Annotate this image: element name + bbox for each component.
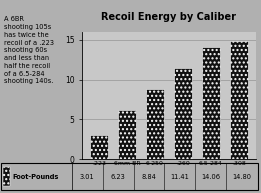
Text: 14.06: 14.06 [201, 174, 220, 180]
Text: 3.01: 3.01 [80, 174, 94, 180]
Text: 14.80: 14.80 [232, 174, 251, 180]
Bar [174, 68, 192, 159]
Bar [230, 41, 248, 159]
Bar [146, 89, 164, 159]
Bar [202, 47, 220, 159]
Text: A 6BR
shooting 105s
has twice the
recoil of a .223
shooting 60s
and less than
ha: A 6BR shooting 105s has twice the recoil… [4, 16, 54, 84]
Text: Recoil Energy by Caliber: Recoil Energy by Caliber [102, 12, 236, 22]
Bar [3, 167, 10, 186]
Bar [1, 163, 258, 190]
Bar [118, 110, 136, 159]
Text: Foot-Pounds: Foot-Pounds [12, 174, 58, 180]
Text: 6.23: 6.23 [111, 174, 126, 180]
Text: 11.41: 11.41 [170, 174, 189, 180]
Text: 8.84: 8.84 [141, 174, 156, 180]
Bar [90, 135, 108, 159]
